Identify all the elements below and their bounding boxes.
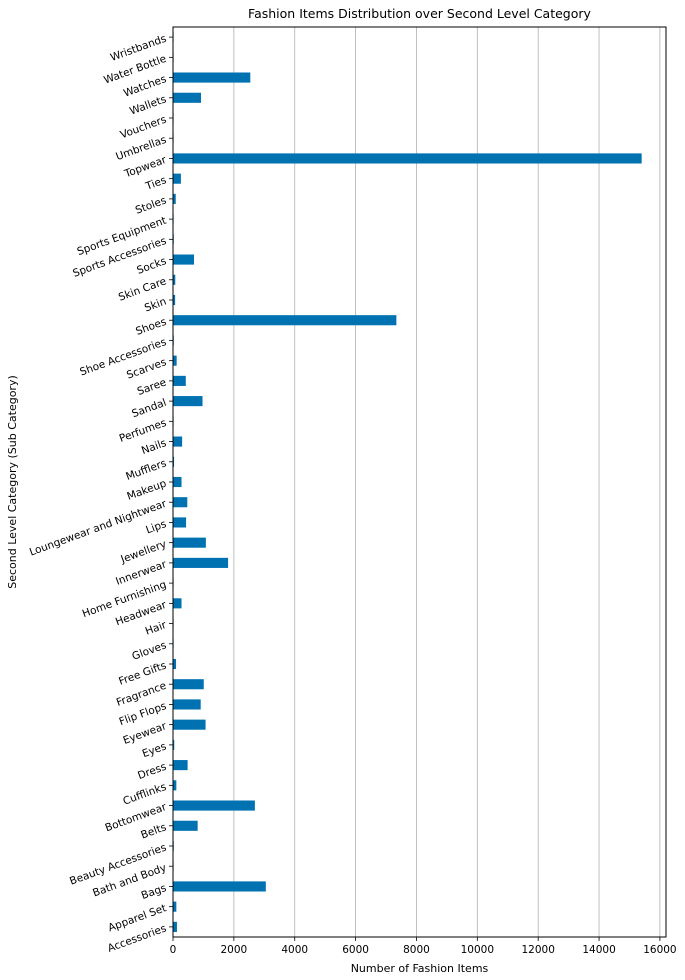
y-axis-label: Second Level Category (Sub Category) [6, 375, 19, 589]
bar [173, 497, 188, 508]
bar [173, 658, 177, 670]
y-tick-label: Bags [140, 882, 168, 902]
bar [173, 456, 175, 467]
bar [173, 557, 229, 568]
bar [173, 517, 187, 528]
y-tick-label: Belts [139, 821, 168, 841]
chart-title: Fashion Items Distribution over Second L… [248, 6, 591, 21]
x-tick-label: 16000 [643, 944, 676, 956]
bar [173, 598, 182, 609]
bar [173, 537, 206, 548]
bar [173, 780, 177, 791]
x-tick-label: 14000 [582, 944, 615, 956]
bar [173, 396, 203, 407]
y-tick-label: Ties [143, 174, 168, 193]
y-tick-label: Shoes [134, 316, 168, 338]
bar [173, 436, 183, 447]
bar [173, 820, 198, 831]
bar [173, 881, 266, 892]
bar [173, 375, 186, 386]
bars [173, 32, 642, 932]
bar [173, 760, 188, 771]
bar [173, 921, 177, 932]
bar [173, 355, 177, 366]
bar [173, 274, 176, 285]
x-tick-label: 8000 [403, 944, 430, 956]
x-tick-label: 4000 [281, 944, 308, 956]
y-tick-label: Skin [143, 296, 168, 315]
bar [173, 699, 201, 710]
y-tick-label: Eyes [141, 740, 168, 760]
x-tick-label: 0 [170, 944, 177, 956]
y-tick-label: Nails [140, 437, 168, 457]
x-tick-label: 10000 [461, 944, 494, 956]
bar [173, 193, 176, 204]
bar [173, 719, 206, 730]
y-tick-label: Dress [136, 761, 168, 782]
x-tick-label: 12000 [521, 944, 554, 956]
x-tick-label: 2000 [220, 944, 247, 956]
bar [173, 800, 255, 811]
gridlines [233, 27, 661, 937]
bar [173, 476, 182, 488]
y-tick-label: Hair [144, 619, 169, 638]
x-ticks: 0 2000 4000 6000 8000 10000 12000 14000 16000 [170, 937, 677, 956]
bar [173, 901, 177, 912]
y-tick-label: Lips [144, 518, 168, 536]
y-tick-label: Socks [135, 255, 168, 277]
bar [173, 92, 201, 103]
bar [173, 153, 642, 164]
bar [173, 254, 194, 265]
x-axis-label: Number of Fashion Items [351, 962, 489, 975]
bar [173, 173, 181, 184]
bar [173, 72, 251, 83]
bar [173, 294, 176, 306]
bar [173, 739, 175, 750]
bar [173, 315, 397, 326]
x-tick-label: 6000 [342, 944, 369, 956]
y-tick-label: Saree [136, 376, 168, 398]
bar [173, 679, 204, 690]
y-tick-label: Stoles [134, 194, 168, 216]
